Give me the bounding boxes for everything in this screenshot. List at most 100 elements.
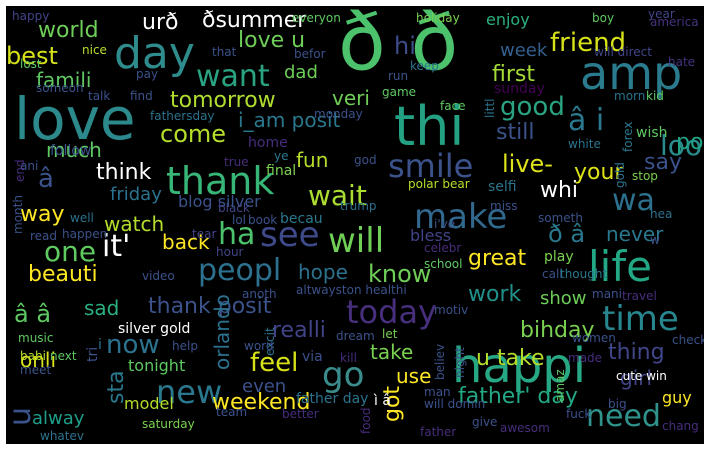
- word: friday: [110, 184, 162, 205]
- word: live-: [502, 150, 553, 178]
- word: beauti: [28, 262, 98, 287]
- word: silver gold: [118, 321, 191, 337]
- word: alway: [32, 408, 85, 429]
- word: ðsummer: [202, 8, 307, 33]
- word: think: [96, 160, 152, 185]
- word: look: [660, 129, 704, 162]
- word: u take: [476, 346, 545, 371]
- word: chang: [662, 419, 699, 433]
- word: wait: [308, 179, 367, 212]
- word: enjoy: [486, 10, 530, 29]
- word: see: [260, 215, 320, 255]
- word: check: [672, 333, 704, 347]
- word: thi: [394, 95, 465, 158]
- word: better: [282, 407, 319, 421]
- word: bihday: [520, 318, 595, 343]
- word: women: [572, 331, 616, 345]
- word: friend: [550, 28, 627, 58]
- word: talk: [88, 89, 111, 103]
- word: posit affirm: [676, 130, 704, 155]
- word: amp: [580, 46, 683, 100]
- word: nice: [82, 43, 107, 57]
- word: good: [500, 92, 565, 122]
- word: make: [414, 197, 508, 237]
- word: want: [196, 59, 270, 94]
- word: famili: [36, 68, 92, 92]
- word: i: [98, 337, 102, 353]
- word: u: [6, 406, 38, 426]
- word: will domin: [424, 397, 486, 411]
- word: play: [544, 249, 574, 265]
- word: your: [574, 160, 624, 185]
- word: home: [248, 135, 288, 151]
- word: forex: [621, 121, 635, 152]
- word: orlando: [210, 294, 234, 370]
- word: ð ð: [338, 6, 459, 88]
- word: that: [212, 45, 237, 59]
- word: well: [70, 211, 94, 225]
- word: tonight: [128, 356, 186, 375]
- word: miss: [490, 199, 518, 213]
- word: even: [242, 376, 287, 397]
- word: dream: [336, 329, 375, 343]
- word: word: [244, 339, 274, 353]
- word: whi: [540, 178, 579, 203]
- word: ð â: [548, 220, 586, 248]
- word: thought: [560, 267, 608, 281]
- word: hi: [394, 32, 416, 60]
- word: one: [44, 235, 97, 268]
- word: fathersday: [150, 109, 215, 123]
- word: happy: [12, 9, 50, 23]
- word: travel: [622, 289, 657, 303]
- word: someon: [36, 81, 84, 95]
- word: â i: [568, 103, 605, 138]
- word: year: [648, 7, 675, 21]
- word: thing: [608, 340, 665, 365]
- word: someth: [538, 211, 583, 225]
- word: school: [424, 257, 463, 271]
- word: big: [608, 397, 627, 411]
- word: man: [424, 385, 451, 399]
- word: back: [162, 230, 210, 254]
- word: never: [606, 222, 664, 246]
- word: let: [382, 327, 398, 341]
- word: keep: [410, 59, 439, 73]
- word: run: [388, 69, 409, 83]
- word: â: [38, 164, 54, 194]
- word: work: [468, 282, 522, 307]
- word: week: [500, 40, 548, 61]
- word: music: [18, 331, 54, 345]
- word: father day: [296, 391, 369, 407]
- word: fun: [296, 148, 329, 172]
- word: love: [14, 85, 136, 153]
- word: feel: [250, 348, 299, 378]
- word: show: [540, 288, 587, 309]
- word: go: [322, 355, 365, 395]
- word: america: [650, 15, 699, 29]
- word: everyon: [292, 11, 341, 25]
- word: end: [13, 159, 27, 182]
- word: ì â: [374, 393, 391, 409]
- word: new: [156, 373, 223, 411]
- word: motiv: [434, 303, 469, 317]
- word: god: [354, 153, 377, 167]
- word: thank posit: [148, 294, 272, 319]
- word: much: [46, 138, 102, 162]
- word: white: [568, 137, 601, 151]
- word: weekend: [212, 390, 311, 415]
- word: thank: [166, 159, 275, 203]
- word: befor: [294, 47, 326, 61]
- word: game: [382, 85, 417, 99]
- word: via: [302, 349, 323, 365]
- word: food: [359, 407, 373, 434]
- word: morn: [614, 89, 646, 103]
- word: use: [396, 364, 432, 388]
- word: amaz: [553, 369, 567, 402]
- word: follow: [50, 143, 92, 159]
- word: best: [6, 42, 58, 70]
- word: take: [370, 340, 414, 364]
- word: team: [216, 405, 248, 419]
- word: smile: [388, 147, 474, 185]
- word: tear: [192, 227, 217, 241]
- word: still: [496, 120, 535, 145]
